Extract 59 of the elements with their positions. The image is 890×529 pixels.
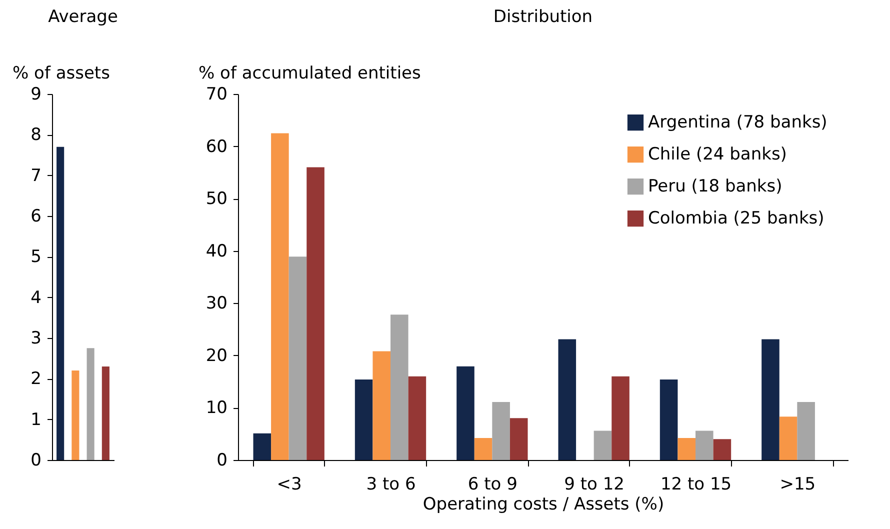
- bar: [372, 351, 390, 460]
- chart-title: Distribution: [493, 7, 593, 27]
- y-axis-title: % of assets: [12, 64, 110, 84]
- bar: [86, 348, 94, 460]
- x-tick-label: 3 to 6: [366, 474, 416, 494]
- y-tick-label: 6: [30, 206, 42, 226]
- bar: [456, 366, 474, 460]
- legend-label: Peru (18 banks): [648, 176, 782, 196]
- x-axis-title: Operating costs / Assets (%): [422, 494, 664, 514]
- bar: [271, 133, 289, 460]
- bar: [408, 376, 426, 460]
- x-tick-label: <3: [276, 474, 302, 494]
- bar: [762, 339, 780, 460]
- legend-label: Argentina (78 banks): [648, 112, 828, 132]
- bar: [56, 146, 64, 460]
- y-tick-label: 50: [206, 189, 228, 210]
- chart-title: Average: [48, 7, 118, 27]
- bar: [390, 314, 408, 460]
- bar: [288, 256, 307, 460]
- y-tick-label: 40: [206, 241, 228, 262]
- legend-label: Chile (24 banks): [648, 144, 787, 164]
- y-tick-label: 7: [30, 166, 42, 186]
- x-tick-label: 9 to 12: [564, 474, 624, 494]
- bar: [612, 376, 630, 460]
- bar: [660, 379, 678, 460]
- bar: [678, 438, 696, 460]
- bar: [492, 402, 510, 460]
- bar: [354, 379, 373, 460]
- bar: [779, 416, 798, 460]
- y-tick-label: 0: [216, 450, 228, 470]
- y-tick-label: 60: [206, 136, 228, 157]
- bar: [594, 430, 612, 460]
- bar: [713, 439, 732, 460]
- y-tick-label: 2: [30, 369, 42, 390]
- bar: [72, 370, 80, 460]
- y-tick-label: 20: [206, 346, 228, 366]
- bar: [306, 167, 324, 460]
- y-tick-label: 8: [30, 125, 42, 146]
- bar: [558, 339, 576, 460]
- y-axis-title: % of accumulated entities: [198, 64, 421, 84]
- y-tick-label: 5: [30, 247, 42, 268]
- y-tick-label: 4: [30, 288, 42, 308]
- y-tick-label: 3: [30, 328, 42, 348]
- x-tick-label: 6 to 9: [468, 474, 518, 494]
- y-tick-label: 9: [30, 84, 42, 104]
- x-tick-label: 12 to 15: [660, 474, 732, 494]
- y-tick-label: 0: [30, 450, 42, 470]
- legend-label: Colombia (25 banks): [648, 208, 824, 228]
- bar: [102, 366, 110, 460]
- x-tick-label: >15: [780, 474, 816, 494]
- bar: [253, 433, 272, 460]
- y-tick-label: 70: [206, 84, 228, 104]
- y-tick-label: 1: [30, 410, 42, 430]
- bar: [510, 418, 528, 460]
- y-tick-label: 10: [206, 398, 228, 418]
- y-tick-label: 30: [206, 294, 228, 314]
- bar: [696, 430, 714, 460]
- bar: [474, 438, 492, 460]
- bar: [797, 402, 815, 460]
